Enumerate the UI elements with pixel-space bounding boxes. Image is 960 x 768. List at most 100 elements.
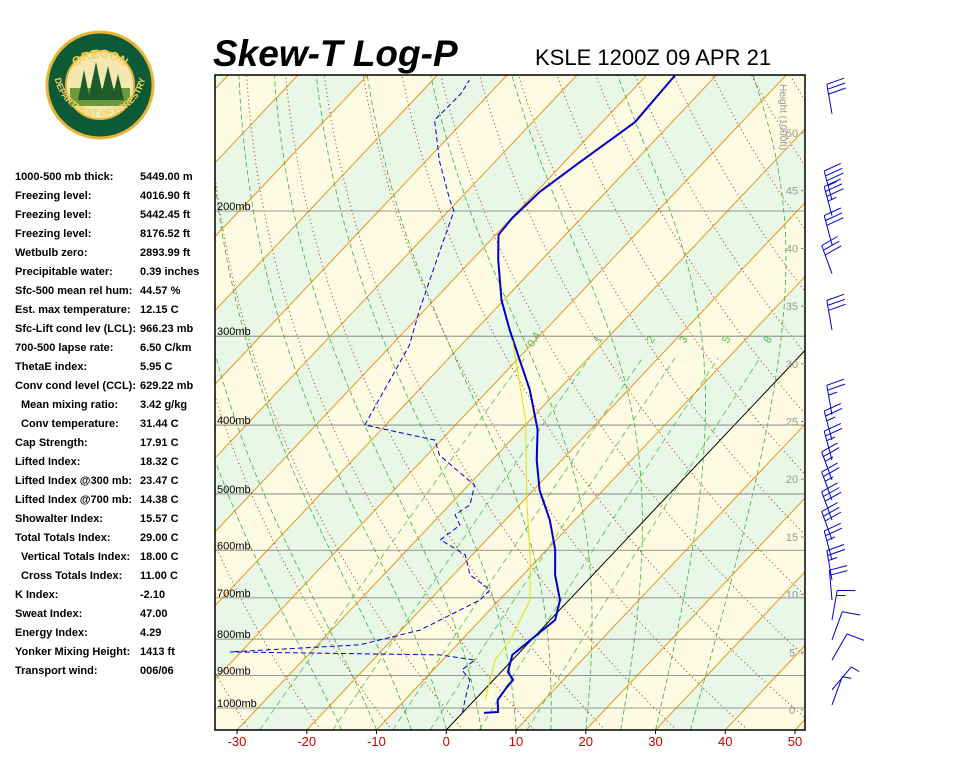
isotherm <box>215 75 508 385</box>
index-value: 006/06 <box>140 665 174 677</box>
y2-tick-label: 30 <box>786 359 798 371</box>
index-value: 3.42 g/kg <box>140 399 187 411</box>
index-label: Lifted Index @700 mb: <box>15 494 132 506</box>
moist-adiabat <box>617 75 706 730</box>
moist-adiabat <box>273 75 482 730</box>
dry-adiabat <box>285 75 606 730</box>
index-value: 4016.90 ft <box>140 190 190 202</box>
y2-axis-label: Height (1000ft) <box>777 84 788 150</box>
mixing-ratio-label: 5 <box>720 334 733 345</box>
dry-adiabat <box>215 394 393 730</box>
mixing-ratio-line <box>259 357 526 730</box>
index-value: -2.10 <box>140 589 165 601</box>
index-label: Conv cond level (CCL): <box>15 380 136 392</box>
isotherm-band <box>215 75 805 730</box>
x-tick-label: 20 <box>579 734 593 749</box>
index-value: 18.00 C <box>140 551 179 563</box>
mixing-ratio-line <box>429 357 676 730</box>
y-tick-label: 300mb <box>217 326 251 338</box>
y-tick-label: 500mb <box>217 484 251 496</box>
x-tick-label: 0 <box>443 734 450 749</box>
mixing-ratio-label: 2 <box>645 334 658 345</box>
y-tick-label: 400mb <box>217 415 251 427</box>
wind-barb <box>823 162 844 201</box>
index-value: 29.00 C <box>140 532 179 544</box>
title: Skew-T Log-P <box>213 33 458 74</box>
moist-adiabat <box>215 179 412 730</box>
isotherm <box>215 75 787 681</box>
y2-tick-label: 45 <box>786 186 798 198</box>
y2-tick-label: 15 <box>786 532 798 544</box>
index-value: 5442.45 ft <box>140 209 190 221</box>
logo-top-path: OREGON <box>69 47 131 69</box>
isotherm <box>215 75 717 607</box>
index-label: Sweat Index: <box>15 608 82 620</box>
wind-barb <box>831 611 861 641</box>
index-value: 2893.99 ft <box>140 247 190 259</box>
logo-top-text: OREGON <box>69 47 131 69</box>
wind-barb <box>823 423 843 461</box>
index-label: Freezing level: <box>15 228 91 240</box>
dry-adiabat <box>790 75 805 102</box>
dry-adiabat <box>362 75 749 730</box>
wind-barb <box>828 565 848 601</box>
plot-background <box>215 75 960 730</box>
x-tick-label: -30 <box>228 734 247 749</box>
isotherm <box>865 75 960 730</box>
mixing-ratio-label: 1 <box>592 334 605 345</box>
dry-adiabat <box>215 170 464 730</box>
wind-barb <box>831 589 856 621</box>
isotherm <box>215 75 648 533</box>
index-value: 966.23 mb <box>140 323 193 335</box>
wind-barb <box>821 462 840 501</box>
index-label: Lifted Index @300 mb: <box>15 475 132 487</box>
wind-barb <box>823 207 844 245</box>
index-label: K Index: <box>15 589 58 601</box>
y2-tick-label: 25 <box>786 417 798 429</box>
index-label: Sfc-Lift cond lev (LCL): <box>15 323 136 335</box>
index-value: 11.00 C <box>140 570 178 582</box>
index-value: 14.38 C <box>140 494 179 506</box>
isotherm-grid-line <box>376 275 805 730</box>
index-label: Vertical Totals Index: <box>21 551 130 563</box>
x-tick-label: 30 <box>648 734 662 749</box>
wind-barbs <box>821 77 865 706</box>
y-tick-label: 700mb <box>217 588 251 600</box>
isotherm-grid-line <box>794 718 805 730</box>
index-label: Wetbulb zero: <box>15 247 88 259</box>
profile-line <box>483 75 676 714</box>
y-tick-label: 800mb <box>217 629 251 641</box>
station: KSLE 1200Z 09 APR 21 <box>535 45 771 70</box>
index-value: 47.00 <box>140 608 168 620</box>
wind-barb <box>831 666 860 691</box>
indices: 1000-500 mb thick: 5449.00 m Freezing leve… <box>15 171 199 677</box>
index-label: ThetaE index: <box>15 361 87 373</box>
index-label: Precipitable water: <box>15 266 113 278</box>
dry-adiabat <box>868 76 960 730</box>
y2-tick-label: 10 <box>786 590 798 602</box>
wind-barb <box>831 633 865 661</box>
index-value: 629.22 mb <box>140 380 193 392</box>
index-value: 1413 ft <box>140 646 175 658</box>
y2-tick-label: 40 <box>786 243 798 255</box>
y-tick-label: 900mb <box>217 665 251 677</box>
x-tick-label: 40 <box>718 734 732 749</box>
wind-barb <box>823 178 844 216</box>
wind-barb <box>826 293 846 331</box>
mixing-ratio-line <box>526 357 761 730</box>
y2-tick-label: 35 <box>786 301 798 313</box>
index-value: 8176.52 ft <box>140 228 190 240</box>
y-tick-label: 200mb <box>217 201 251 213</box>
isotherm <box>215 75 369 238</box>
index-label: 700-500 lapse rate: <box>15 342 113 354</box>
index-value: 18.32 C <box>140 456 179 468</box>
isotherm-band <box>865 75 960 730</box>
wind-barb <box>826 77 846 114</box>
mixing-ratio-line <box>332 357 590 730</box>
index-label: Transport wind: <box>15 665 98 677</box>
moist-adiabat <box>511 75 643 730</box>
index-value: 5449.00 m <box>140 171 193 183</box>
index-value: 5.95 C <box>140 361 172 373</box>
